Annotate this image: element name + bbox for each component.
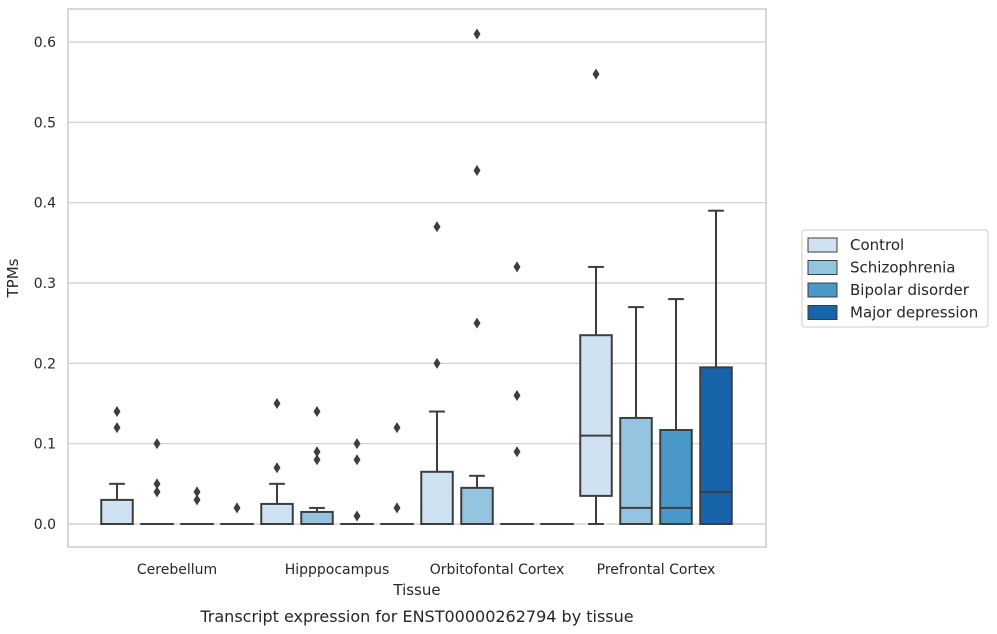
outlier-point [513,446,521,458]
outlier-point [153,486,161,498]
legend-label: Schizophrenia [850,259,955,277]
outlier-point [393,502,401,514]
outlier-point [153,438,161,450]
x-axis-label: Tissue [392,581,440,599]
outlier-point [433,221,441,233]
y-tick-label: 0.6 [34,35,56,51]
legend-frame [801,229,989,328]
box-major-depression-0 [220,502,254,526]
box-body [699,366,733,525]
box-control-2 [420,221,454,525]
outlier-point [473,317,481,329]
box-bipolar-disorder-0 [180,486,214,526]
legend-swatch [807,305,838,320]
box-major-depression-1 [380,422,414,526]
y-tick-label: 0.2 [34,356,56,372]
box-control-1 [260,398,294,525]
outlier-point [473,165,481,177]
boxes-layer [100,28,733,526]
outlier-point [233,502,241,514]
outlier-point [113,422,121,434]
box-schizophrenia-0 [140,438,174,526]
box-bipolar-disorder-2 [500,261,534,526]
box-bipolar-disorder-3 [659,298,693,526]
outlier-point [353,510,361,522]
box-bipolar-disorder-1 [340,438,374,526]
outlier-point [273,398,281,409]
x-tick-label: Prefrontal Cortex [597,562,716,578]
outlier-point [473,28,481,40]
legend-label: Bipolar disorder [850,281,970,299]
box-control-3 [579,68,613,525]
box-schizophrenia-1 [300,406,334,526]
y-tick-label: 0.0 [34,517,56,533]
x-tick-label: Cerebellum [137,562,217,578]
outlier-point [592,68,600,80]
outlier-point [193,486,201,498]
y-tick-label: 0.5 [34,115,56,131]
box-major-depression-3 [699,209,733,525]
box-body [300,510,334,526]
box-body [579,334,613,497]
outlier-point [353,454,361,466]
legend-swatch [807,282,838,298]
box-body [659,429,693,526]
box-schizophrenia-3 [619,306,653,525]
box-body [420,470,454,525]
legend-swatch [807,260,838,275]
box-body [619,416,653,525]
box-schizophrenia-2 [460,28,494,526]
legend: Control Schizophrenia Bipolar disorder Majo… [801,229,989,328]
box-body [460,486,494,526]
x-axis-ticks: Cerebellum Hipppocampus Orbitofontal Corte… [137,562,715,578]
y-tick-label: 0.3 [34,276,56,292]
x-tick-label: Hipppocampus [285,562,390,578]
outlier-point [513,261,521,273]
y-axis-ticks: 0.0 0.1 0.2 0.3 0.4 0.5 0.6 [34,35,56,533]
y-tick-label: 0.1 [34,437,56,453]
box-body [100,498,134,525]
legend-label: Major depression [850,304,978,322]
outlier-point [433,357,441,369]
outlier-point [313,446,321,458]
box-body [260,502,294,525]
box-control-0 [100,406,134,525]
plot-frame [67,8,767,548]
y-tick-label: 0.4 [34,196,56,212]
outlier-point [313,406,321,418]
chart-caption: Transcript expression for ENST0000026279… [199,607,633,626]
outlier-point [513,389,521,401]
outlier-point [313,454,321,466]
outlier-point [113,406,121,418]
legend-label: Control [850,236,904,254]
legend-swatch [807,237,838,253]
outlier-point [353,438,361,450]
outlier-point [193,494,201,506]
outlier-point [393,422,401,434]
x-tick-label: Orbitofontal Cortex [430,562,565,578]
y-axis-label: TPMs [4,258,22,298]
outlier-point [273,462,281,474]
outlier-point [153,478,161,490]
